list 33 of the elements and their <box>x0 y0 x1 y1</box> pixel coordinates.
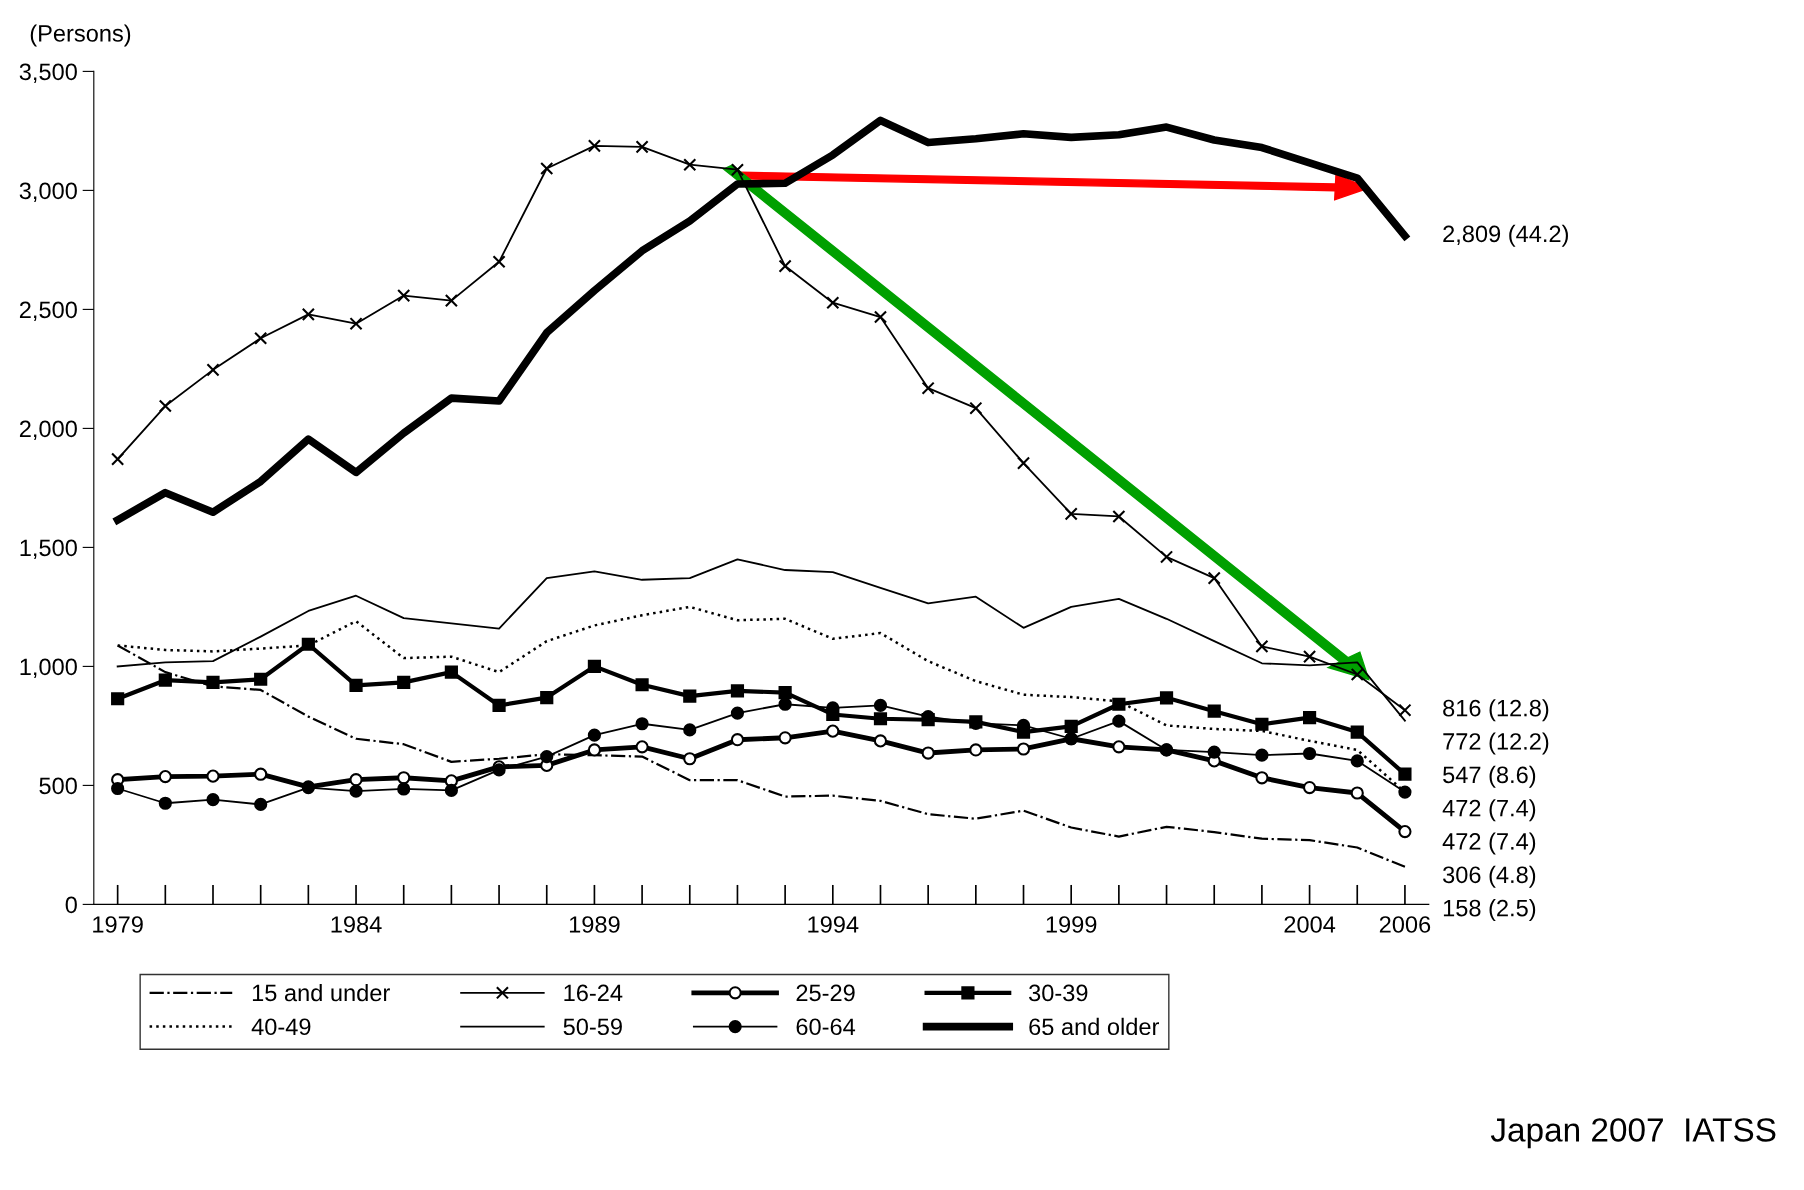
y-axis-title: (Persons) <box>30 24 131 47</box>
legend-label: 15 and under <box>252 983 390 1002</box>
y-tick-label: 1,500 <box>20 539 77 559</box>
legend-label: 60-64 <box>796 1018 856 1036</box>
data-label: 2,809 (44.2) <box>1443 224 1568 247</box>
data-label: 472 (7.4) <box>1442 832 1536 855</box>
y-tick-label: 3,500 <box>19 63 77 83</box>
data-label: 472 (7.4) <box>1442 799 1536 822</box>
legend-label: 30-39 <box>1029 984 1088 1002</box>
data-label: 306 (4.8) <box>1443 865 1536 888</box>
legend-label: 16-24 <box>564 984 623 1002</box>
y-tick-label: 3,000 <box>19 182 77 202</box>
x-tick-label: 2004 <box>1284 916 1336 933</box>
y-tick-label: 1,000 <box>20 658 77 678</box>
x-tick-label: 1989 <box>569 916 620 933</box>
y-tick-label: 500 <box>39 777 77 795</box>
x-tick-label: 1999 <box>1046 916 1097 933</box>
x-tick-label: 1984 <box>331 916 382 933</box>
y-tick-label: 2,500 <box>19 301 77 321</box>
legend-label: 50-59 <box>563 1018 622 1036</box>
data-label: 816 (12.8) <box>1443 699 1549 722</box>
data-label: 158 (2.5) <box>1443 899 1536 922</box>
y-tick-label: 0 <box>65 896 77 914</box>
legend-label: 25-29 <box>796 984 855 1002</box>
x-tick-label: 1979 <box>93 916 143 933</box>
legend-label: 40-49 <box>251 1018 311 1036</box>
x-tick-label: 1994 <box>808 916 859 933</box>
y-tick-label: 2,000 <box>19 420 77 440</box>
text: Japan 2007 IATSS <box>1490 1118 1776 1149</box>
data-label: 547 (8.6) <box>1443 765 1536 788</box>
legend-label: 65 and older <box>1029 1017 1160 1036</box>
data-label: 772 (12.2) <box>1443 732 1549 755</box>
x-tick-label: 2006 <box>1379 916 1431 933</box>
